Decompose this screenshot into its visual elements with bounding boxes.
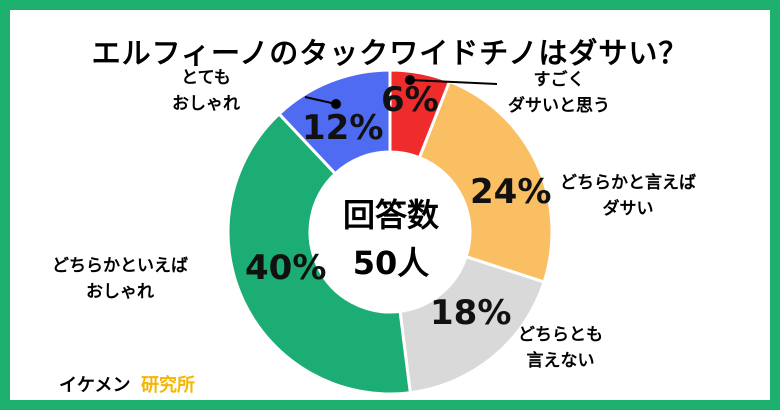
donut-slice bbox=[276, 68, 392, 176]
center-label-count: 50人 bbox=[352, 244, 430, 282]
leader-line bbox=[304, 96, 337, 105]
chart-title: エルフィーノのタックワイドチノはダサい？ bbox=[91, 36, 689, 70]
slice-percent-label: 40% bbox=[245, 248, 327, 288]
category-label-line: おしゃれ bbox=[172, 94, 240, 114]
category-label-line: どちらかと言えば bbox=[560, 173, 696, 193]
center-label-respondents: 回答数 bbox=[342, 196, 439, 234]
donut-slice bbox=[398, 254, 546, 395]
category-label-line: どちらかといえば bbox=[52, 256, 188, 276]
slice-percent-label: 24% bbox=[470, 172, 552, 212]
leader-line bbox=[409, 79, 498, 85]
category-label-line: すごく bbox=[533, 70, 585, 90]
donut-slice bbox=[226, 111, 412, 396]
category-label: どちらかと言えば ダサい bbox=[560, 170, 696, 222]
leader-dot bbox=[405, 75, 415, 85]
category-label: すごく ダサいと思う bbox=[508, 67, 610, 119]
category-label-line: ダサいと思う bbox=[508, 96, 610, 116]
slice-percent-label: 12% bbox=[302, 108, 384, 148]
slice-percent-label: 6% bbox=[381, 80, 439, 120]
category-label: どちらかといえば おしゃれ bbox=[52, 253, 188, 305]
category-label: とても おしゃれ bbox=[172, 65, 240, 117]
category-label-line: ダサい bbox=[602, 199, 654, 219]
leader-dot bbox=[331, 99, 341, 109]
category-label-line: とても bbox=[181, 68, 231, 88]
category-label-line: どちらとも bbox=[518, 325, 603, 345]
footer-brand: イケメン bbox=[59, 375, 131, 396]
category-label-line: おしゃれ bbox=[86, 282, 154, 302]
category-label: どちらとも 言えない bbox=[518, 322, 603, 374]
slice-percent-label: 18% bbox=[430, 293, 512, 333]
footer-brand-suffix: 研究所 bbox=[141, 375, 195, 396]
category-label-line: 言えない bbox=[526, 351, 595, 371]
donut-slice bbox=[417, 79, 554, 284]
